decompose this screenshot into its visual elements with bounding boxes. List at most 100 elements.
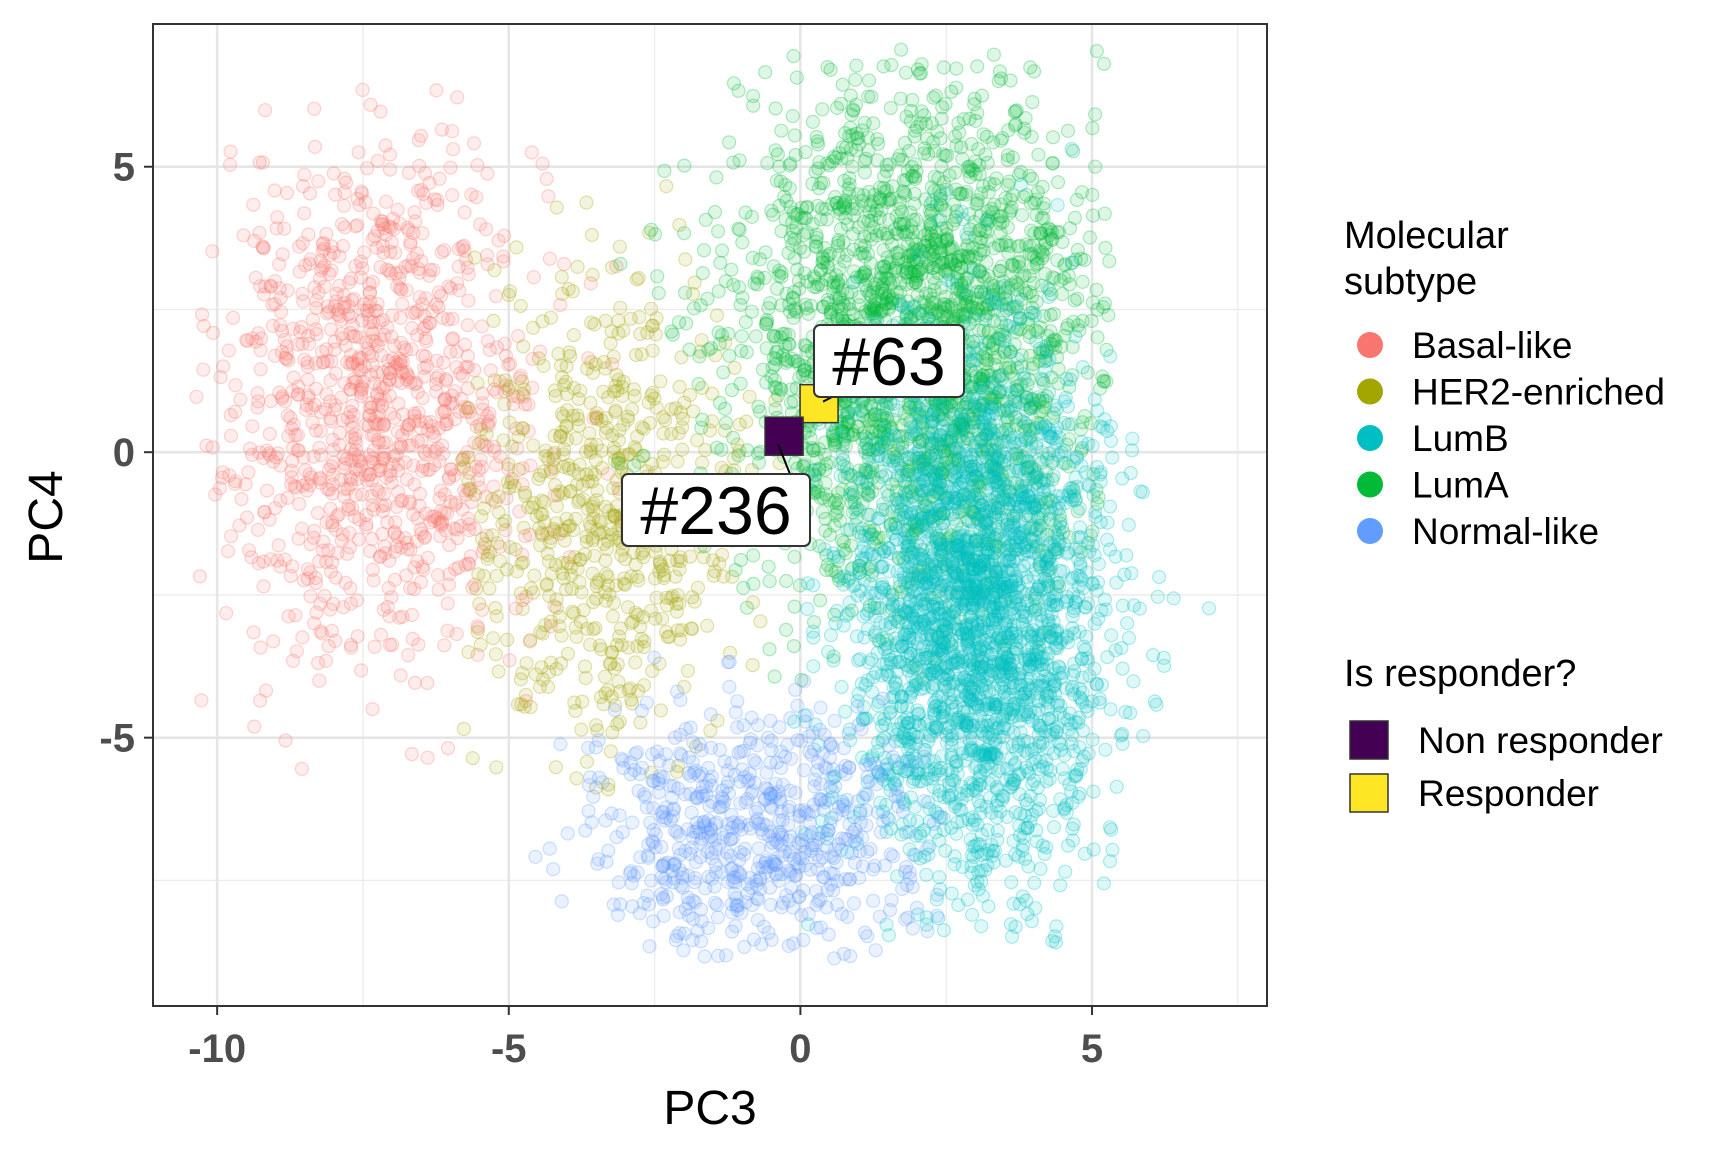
data-point — [598, 425, 613, 440]
data-point — [401, 417, 416, 432]
data-point — [440, 596, 455, 611]
data-point — [562, 518, 578, 533]
data-point — [411, 183, 426, 198]
data-point — [533, 625, 548, 640]
data-point — [393, 310, 408, 325]
data-point — [354, 350, 369, 365]
data-point — [829, 603, 845, 619]
data-point — [1045, 130, 1061, 145]
data-point — [1025, 94, 1040, 110]
data-point — [189, 389, 204, 404]
data-point — [899, 264, 915, 279]
data-point — [359, 335, 374, 350]
data-point — [445, 331, 460, 346]
data-point — [787, 128, 802, 143]
data-point — [325, 477, 340, 492]
data-point — [382, 147, 398, 162]
data-point — [1081, 596, 1096, 611]
data-point — [517, 528, 533, 544]
data-point — [514, 556, 529, 571]
data-point — [336, 600, 351, 615]
data-point — [289, 644, 304, 659]
data-point — [857, 165, 873, 180]
data-point — [1051, 224, 1067, 240]
data-point — [786, 48, 801, 64]
data-point — [356, 374, 371, 389]
grid-lines — [153, 23, 1267, 1006]
data-point — [337, 489, 352, 504]
data-point — [417, 360, 432, 376]
data-point — [964, 136, 979, 152]
data-point — [657, 163, 672, 178]
data-point — [964, 907, 980, 922]
data-point — [334, 390, 349, 405]
data-point — [420, 462, 435, 478]
data-point — [293, 324, 308, 339]
data-point — [846, 208, 862, 223]
data-point — [493, 553, 508, 569]
data-point — [348, 219, 363, 234]
data-point — [768, 329, 783, 344]
data-point — [831, 248, 846, 263]
data-point — [378, 498, 393, 513]
data-point — [433, 504, 448, 519]
data-point — [468, 459, 483, 474]
data-point — [313, 596, 328, 612]
data-point — [272, 281, 287, 296]
data-point — [572, 383, 588, 398]
data-point — [912, 278, 927, 293]
data-point — [412, 158, 427, 173]
data-point — [786, 310, 801, 325]
data-point — [353, 454, 368, 469]
data-point — [392, 271, 407, 286]
data-point — [870, 132, 885, 147]
data-point — [478, 489, 493, 504]
data-point — [448, 497, 463, 512]
data-point — [465, 580, 480, 595]
data-point — [585, 533, 600, 548]
data-point — [233, 392, 248, 407]
data-point — [326, 455, 341, 470]
data-point — [1087, 107, 1103, 122]
data-point — [378, 546, 393, 561]
data-point — [454, 461, 469, 476]
data-point — [883, 100, 898, 116]
data-point — [418, 506, 433, 521]
data-point — [256, 554, 271, 569]
data-point — [722, 348, 737, 363]
data-point — [449, 522, 464, 537]
data-point — [250, 400, 265, 415]
data-point — [455, 368, 470, 383]
data-point — [439, 413, 454, 428]
data-point — [477, 438, 492, 453]
data-point — [387, 222, 402, 237]
data-point — [256, 240, 271, 255]
data-point — [357, 245, 372, 260]
data-point — [304, 401, 319, 416]
data-point — [831, 277, 846, 292]
data-point — [375, 365, 390, 380]
data-point — [356, 297, 371, 312]
data-point — [504, 475, 519, 490]
data-point — [390, 279, 405, 294]
data-point — [692, 349, 707, 364]
data-point — [300, 562, 315, 577]
data-point — [907, 171, 923, 187]
data-point — [1045, 156, 1060, 171]
data-point — [299, 483, 315, 498]
data-point — [440, 740, 456, 756]
data-point — [502, 415, 517, 430]
data-point — [716, 365, 731, 380]
data-point — [370, 432, 386, 447]
data-point — [522, 527, 537, 542]
data-point — [428, 444, 443, 459]
data-point — [425, 304, 440, 319]
data-point — [482, 413, 497, 429]
data-point — [470, 473, 486, 488]
data-point — [527, 568, 542, 583]
data-point — [758, 65, 773, 80]
data-point — [296, 450, 311, 465]
data-point — [579, 754, 595, 769]
data-point — [322, 482, 337, 497]
data-point — [394, 540, 409, 555]
